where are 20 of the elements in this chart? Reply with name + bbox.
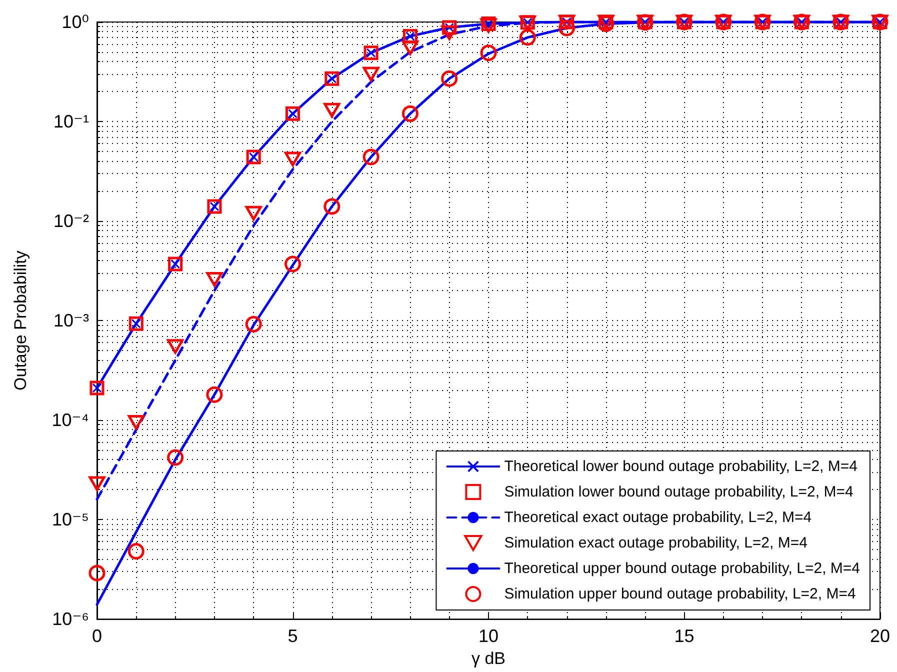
x-tick-label: 15 bbox=[674, 626, 694, 646]
x-axis-title: γ dB bbox=[471, 649, 506, 668]
x-tick-label: 5 bbox=[288, 626, 298, 646]
legend-label: Simulation exact outage probability, L=2, M=4 bbox=[504, 534, 808, 552]
y-tick-label: 10⁰ bbox=[62, 12, 89, 32]
legend-label: Simulation upper bound outage probability, L=2, M=4 bbox=[504, 586, 856, 602]
y-tick-label: 10⁻² bbox=[53, 211, 89, 232]
legend-label: Theoretical lower bound outage probability, L=2, M=4 bbox=[504, 458, 858, 475]
y-tick-label: 10⁻⁴ bbox=[52, 410, 89, 430]
y-tick-label: 10⁻⁶ bbox=[52, 609, 89, 630]
y-tick-label: 10⁻¹ bbox=[53, 112, 89, 132]
y-tick-label: 10⁻⁵ bbox=[52, 510, 89, 530]
legend-label: Simulation lower bound outage probability, L=2, M=4 bbox=[504, 484, 854, 500]
x-tick-label: 10 bbox=[478, 626, 499, 646]
legend-label: Theoretical exact outage probability, L=2, M=4 bbox=[504, 509, 812, 526]
legend-label: Theoretical upper bound outage probability, L=2, M=4 bbox=[504, 560, 860, 577]
x-tick-label: 20 bbox=[870, 626, 890, 646]
y-tick-label: 10⁻³ bbox=[53, 310, 89, 331]
y-axis-title: Outage Probability bbox=[11, 250, 30, 390]
x-tick-label: 0 bbox=[92, 626, 102, 646]
